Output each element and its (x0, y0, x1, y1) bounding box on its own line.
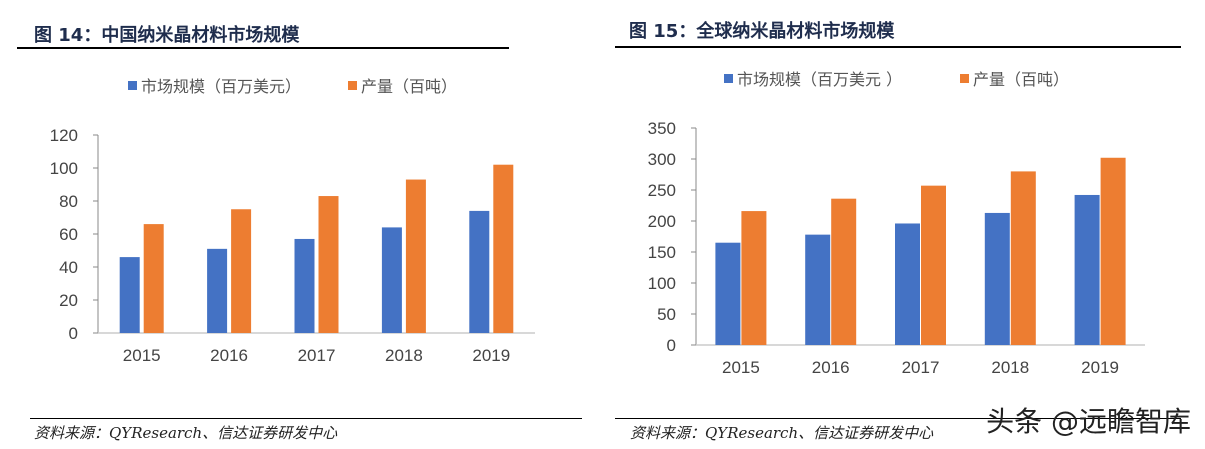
chart-2-title-rule (615, 46, 1181, 48)
chart-2-y-tick-label: 250 (648, 181, 676, 200)
chart-2-y-tick-label: 100 (648, 274, 676, 293)
chart-2-x-tick-label: 2015 (722, 358, 760, 377)
chart-1-title-rule (17, 47, 509, 49)
chart-2-bar-market-size (1074, 194, 1100, 345)
chart-1-x-tick-label: 2015 (123, 346, 161, 365)
chart-2-footer-rule (615, 418, 1181, 419)
chart-1-bar-output (318, 196, 339, 333)
chart-2-bar-output (1100, 157, 1126, 345)
chart-2-title: 图 15：全球纳米晶材料市场规模 (629, 21, 895, 42)
chart-1-footer-rule (30, 418, 582, 419)
chart-2-bar-market-size (984, 212, 1010, 345)
chart-2-x-tick-label: 2016 (812, 358, 850, 377)
chart-2-source: 资料来源：QYResearch、信达证券研发中心 (630, 424, 934, 442)
chart-2-y-tick-label: 50 (657, 305, 676, 324)
chart-1-bar-market-size (119, 257, 140, 333)
chart-2-y-tick-label: 350 (648, 119, 676, 138)
chart-2-legend-label: 产量（百吨） (973, 70, 1069, 89)
chart-1-x-tick-label: 2019 (472, 346, 510, 365)
chart-1-bar-output (231, 209, 252, 333)
chart-1-bar-market-size (207, 248, 228, 333)
chart-1-bar-output (405, 179, 426, 333)
chart-1-legend-label: 产量（百吨） (361, 77, 457, 96)
chart-2-legend-label: 市场规模（百万美元 ） (737, 70, 902, 89)
chart-2-legend-swatch (724, 74, 733, 83)
chart-1-title: 图 14：中国纳米晶材料市场规模 (34, 25, 300, 46)
chart-1-bar-market-size (469, 210, 490, 333)
chart-1-bar-market-size (381, 227, 402, 333)
chart-2-legend-swatch (960, 74, 969, 83)
chart-2-y-tick-label: 0 (667, 336, 676, 355)
chart-2-y-tick-label: 200 (648, 212, 676, 231)
chart-1-legend-swatch (128, 81, 137, 90)
chart-2-bar-market-size (895, 223, 920, 345)
chart-1-y-tick-label: 0 (69, 324, 78, 343)
chart-1-x-tick-label: 2018 (385, 346, 423, 365)
chart-2-y-tick-label: 300 (648, 150, 676, 169)
chart-1-y-tick-label: 40 (59, 258, 78, 277)
chart-1-legend-swatch (348, 81, 357, 90)
chart-2-bar-output (921, 185, 946, 345)
chart-2-bar-market-size (715, 242, 741, 345)
chart-1-legend-label: 市场规模（百万美元） (141, 77, 301, 96)
chart-2-x-tick-label: 2019 (1081, 358, 1119, 377)
chart-1-bar-output (493, 164, 514, 333)
chart-2-bar-output (831, 198, 857, 345)
chart-1-bar-market-size (294, 238, 315, 333)
chart-1-x-tick-label: 2017 (298, 346, 336, 365)
chart-1-y-tick-label: 100 (50, 159, 78, 178)
chart-2-x-tick-label: 2018 (991, 358, 1029, 377)
chart-2-bar-market-size (805, 234, 831, 345)
watermark: 头条 @远瞻智库 (986, 405, 1191, 438)
chart-2-bar-output (1010, 171, 1036, 345)
chart-1-x-tick-label: 2016 (210, 346, 248, 365)
chart-1-y-tick-label: 60 (59, 225, 78, 244)
chart-1-y-tick-label: 20 (59, 291, 78, 310)
chart-1-bar-output (143, 224, 164, 333)
chart-2-x-tick-label: 2017 (902, 358, 940, 377)
chart-2-y-tick-label: 150 (648, 243, 676, 262)
chart-1-y-tick-label: 80 (59, 192, 78, 211)
chart-2-bar-output (741, 211, 767, 345)
chart-1-y-tick-label: 120 (50, 126, 78, 145)
chart-1-source: 资料来源：QYResearch、信达证券研发中心 (34, 424, 338, 442)
